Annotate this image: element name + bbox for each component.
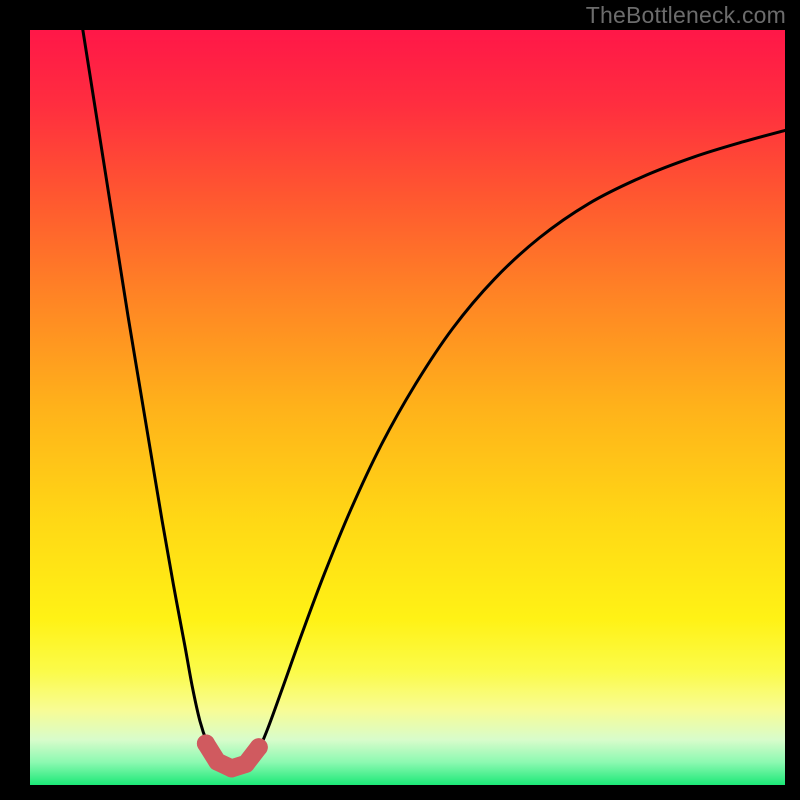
- trough-marker-4: [250, 738, 268, 756]
- trough-marker-3: [237, 755, 255, 773]
- watermark-text: TheBottleneck.com: [586, 2, 786, 29]
- trough-marker-0: [197, 734, 215, 752]
- plot-area: [30, 30, 785, 785]
- bottleneck-curve-chart: [30, 30, 785, 785]
- chart-container: TheBottleneck.com: [0, 0, 800, 800]
